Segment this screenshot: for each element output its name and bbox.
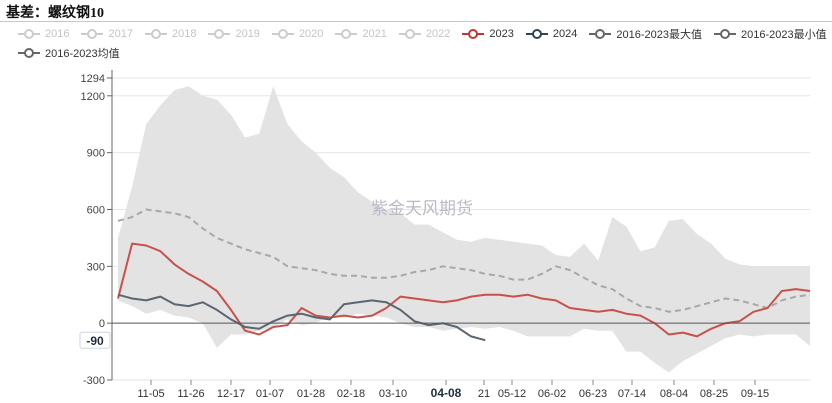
legend-marker-icon: [589, 28, 612, 40]
legend-marker-icon: [81, 28, 104, 40]
legend-item-2016[interactable]: 2016: [18, 28, 69, 40]
legend-label: 2016-2023均值: [45, 47, 120, 60]
x-tick-label: 07-14: [618, 388, 646, 400]
y-tick-label: 0: [99, 318, 105, 330]
legend-row: 2016 2017 2018 2019 2020 2021 2022 2023 2024 2016…: [18, 24, 830, 43]
x-tick-label: 02-18: [337, 388, 365, 400]
legend-item-2020[interactable]: 2020: [271, 27, 324, 40]
legend-item-2018[interactable]: 2018: [144, 27, 197, 40]
y-tick-label: 900: [87, 148, 105, 160]
legend-item-2023[interactable]: 2023: [462, 27, 514, 40]
legend-label: 2021: [362, 27, 387, 40]
legend-item-2021[interactable]: 2021: [335, 27, 387, 40]
y-tick-label: -300: [83, 375, 105, 387]
x-tick-label: 03-10: [379, 388, 407, 400]
legend-marker-icon: [398, 28, 421, 40]
band-area: [118, 86, 810, 373]
legend-item-2019[interactable]: 2019: [208, 27, 260, 40]
legend-label: 2019: [235, 27, 260, 40]
legend-label: 2023: [489, 27, 514, 40]
legend-item-2017[interactable]: 2017: [81, 27, 133, 40]
legend-label: 2022: [425, 27, 451, 40]
legend-row: 2016-2023均值: [18, 43, 830, 62]
x-tick-label: 09-15: [741, 388, 769, 400]
y-pointer-box: [79, 331, 111, 349]
legend-marker-icon: [18, 28, 40, 40]
series-line-2023: [117, 242, 811, 338]
legend: 2016 2017 2018 2019 2020 2021 2022 2023 2024 2016…: [18, 24, 830, 62]
x-tick-label: 12-17: [217, 388, 245, 400]
series-line-2024: [117, 293, 486, 342]
legend-marker-icon: [144, 28, 167, 40]
x-tick-label: 08-25: [700, 388, 728, 400]
legend-label: 2016-2023最大值: [616, 28, 702, 41]
legend-item-2016-2023最小值[interactable]: 2016-2023最小值: [713, 26, 827, 42]
legend-marker-icon: [462, 28, 485, 40]
legend-label: 2016-2023最小值: [740, 28, 827, 41]
legend-label: 2024: [552, 27, 578, 40]
y-pointer-label: -90: [79, 331, 111, 349]
legend-label: 2016: [45, 27, 70, 40]
x-tick-label: 06-02: [538, 388, 566, 400]
max-min-band: [118, 86, 810, 373]
legend-label: 2017: [108, 27, 133, 40]
legend-marker-icon: [335, 28, 358, 40]
y-tick-label: 600: [87, 204, 105, 216]
y-tick-label: 1294: [81, 73, 105, 85]
x-tick-label: 11-26: [177, 388, 204, 400]
legend-marker-icon: [18, 47, 40, 59]
legend-item-2022[interactable]: 2022: [398, 27, 451, 40]
legend-label: 2018: [171, 27, 197, 40]
x-tick-label: 11-05: [137, 388, 164, 400]
watermark: 紫金天风期货: [371, 199, 473, 218]
axes: 1294 1200 900 600 300 0 -300 -90 11-05 11-26 12-17…: [79, 70, 810, 400]
y-tick-label: 300: [87, 261, 105, 273]
y-tick-label: 1200: [81, 91, 105, 103]
x-pointer-label: 04-08: [431, 386, 462, 400]
y-pointer-value: -90: [86, 334, 104, 348]
x-tick-label: 08-04: [660, 388, 688, 400]
legend-marker-icon: [208, 28, 231, 40]
legend-item-2016-2023均值[interactable]: 2016-2023均值: [18, 45, 120, 61]
legend-marker-icon: [525, 28, 548, 40]
x-tick-label: 01-07: [256, 388, 284, 400]
legend-item-2016-2023最大值[interactable]: 2016-2023最大值: [589, 26, 702, 42]
x-tick-label: 21: [478, 388, 490, 400]
title-divider: [0, 21, 832, 22]
x-tick-label: 05-12: [498, 388, 526, 400]
chart-title: 基差：螺纹钢10: [6, 6, 104, 21]
legend-marker-icon: [713, 28, 736, 40]
legend-label: 2020: [298, 27, 324, 40]
legend-item-2024[interactable]: 2024: [525, 27, 578, 40]
x-tick-label: 06-23: [579, 388, 607, 400]
series-lines: [117, 208, 811, 342]
series-line-2016-2023均值: [117, 208, 811, 313]
legend-marker-icon: [271, 28, 294, 40]
x-tick-label: 01-28: [297, 388, 325, 400]
